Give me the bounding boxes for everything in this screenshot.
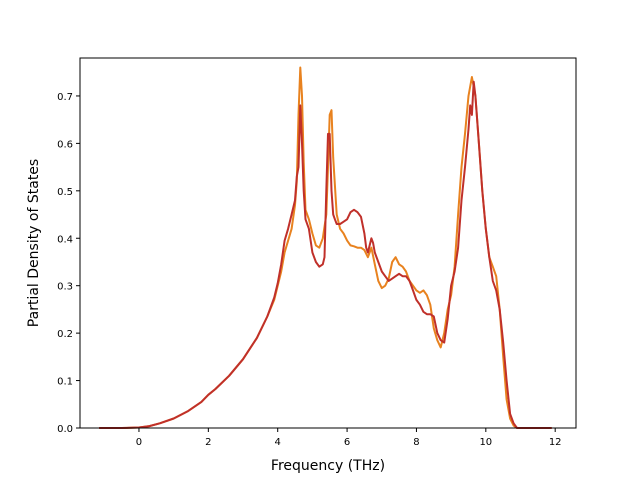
y-tick-label: 0.1 [57, 377, 73, 388]
x-tick-label: 4 [275, 437, 281, 448]
series-lines [99, 66, 552, 429]
x-tick-label: 10 [479, 437, 492, 448]
y-tick-label: 0.0 [57, 424, 73, 435]
y-tick-label: 0.6 [57, 139, 73, 150]
x-axis-ticks: 0 2 4 6 8 10 12 [136, 428, 562, 448]
axes-frame [79, 57, 577, 429]
x-tick-label: 8 [413, 437, 419, 448]
y-tick-label: 0.5 [57, 187, 73, 198]
x-tick-label: 2 [205, 437, 211, 448]
x-tick-label: 0 [136, 437, 142, 448]
y-axis-ticks: 0.0 0.1 0.2 0.3 0.4 0.5 0.6 0.7 [57, 92, 80, 435]
y-tick-label: 0.4 [57, 234, 73, 245]
y-axis-label: Partial Density of States [26, 159, 42, 327]
x-tick-label: 12 [549, 437, 562, 448]
y-tick-label: 0.3 [57, 282, 73, 293]
y-tick-label: 0.7 [57, 92, 73, 103]
series-line-2 [99, 80, 552, 429]
x-axis-label: Frequency (THz) [271, 458, 385, 474]
y-tick-label: 0.2 [57, 329, 73, 340]
x-tick-label: 6 [344, 437, 350, 448]
